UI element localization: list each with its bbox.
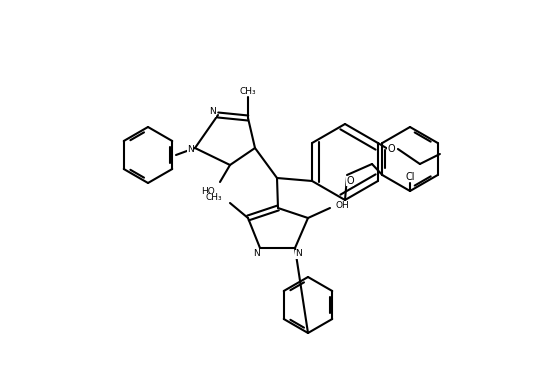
- Text: N: N: [209, 107, 217, 117]
- Text: OH: OH: [335, 201, 349, 209]
- Text: Cl: Cl: [405, 172, 415, 182]
- Text: N: N: [295, 250, 301, 258]
- Text: HO: HO: [201, 187, 215, 195]
- Text: CH₃: CH₃: [240, 86, 257, 96]
- Text: O: O: [346, 176, 354, 186]
- Text: O: O: [387, 144, 394, 154]
- Text: N: N: [187, 145, 193, 155]
- Text: CH₃: CH₃: [206, 192, 222, 202]
- Text: N: N: [254, 250, 260, 258]
